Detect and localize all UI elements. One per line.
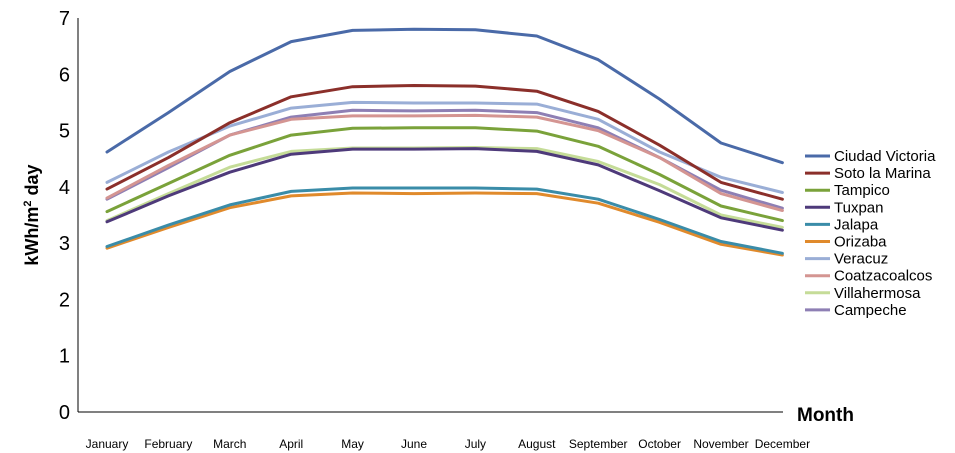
series-line-tuxpan [105,147,784,232]
x-tick-label: May [341,437,364,451]
legend-label: Orizaba [834,234,887,251]
series-line-tampico [105,126,784,223]
legend-label: Tuxpan [834,199,883,216]
legend-item: Jalapa [805,216,879,233]
legend-item: Tuxpan [805,199,883,216]
x-tick-label: September [569,437,628,451]
series-line-orizaba [105,191,784,257]
y-tick-label: 6 [59,64,70,86]
legend-label: Villahermosa [834,285,921,302]
x-tick-label: August [518,437,556,451]
series-line-jalapa [105,186,784,255]
y-tick-labels: 0 1 2 3 4 5 6 7 [59,8,70,424]
legend-item: Orizaba [805,234,887,251]
x-axis-title: Month [797,405,854,426]
x-tick-label: April [279,437,303,451]
legend-item: Campeche [805,302,907,319]
legend-item: Veracuz [805,251,888,268]
x-tick-label: June [401,437,427,451]
y-tick-label: 1 [59,346,70,368]
legend-label: Ciudad Victoria [834,148,936,165]
y-tick-label: 5 [59,121,70,143]
x-tick-label: January [86,437,129,451]
y-tick-label: 4 [59,177,70,199]
series-line-soto-la-marina [105,84,784,201]
series-line-veracuz [105,100,784,194]
axes [77,18,783,413]
series-line-ciudad-victoria [105,27,784,165]
series-lines [105,27,784,257]
y-tick-label: 0 [59,402,70,424]
x-tick-label: December [755,437,810,451]
legend-item: Ciudad Victoria [805,148,936,165]
legend-label: Veracuz [834,251,888,268]
x-tick-label: October [638,437,681,451]
legend-label: Campeche [834,302,907,319]
legend-label: Jalapa [834,216,879,233]
y-tick-label: 2 [59,289,70,311]
legend-label: Coatzacoalcos [834,268,932,285]
x-tick-label: November [693,437,748,451]
legend-label: Tampico [834,182,890,199]
legend-item: Soto la Marina [805,165,931,182]
x-tick-label: March [213,437,246,451]
y-tick-label: 3 [59,233,70,255]
y-axis-title: kWh/m2 day [22,164,42,265]
y-tick-label: 7 [59,8,70,30]
legend-item: Tampico [805,182,890,199]
legend-item: Coatzacoalcos [805,268,932,285]
series-line-coatzacoalcos [105,113,784,212]
x-tick-label: July [465,437,486,451]
x-tick-label: February [144,437,192,451]
legend-label: Soto la Marina [834,165,931,182]
x-tick-labels: January February March April May June July Augu… [86,437,810,451]
legend-item: Villahermosa [805,285,921,302]
